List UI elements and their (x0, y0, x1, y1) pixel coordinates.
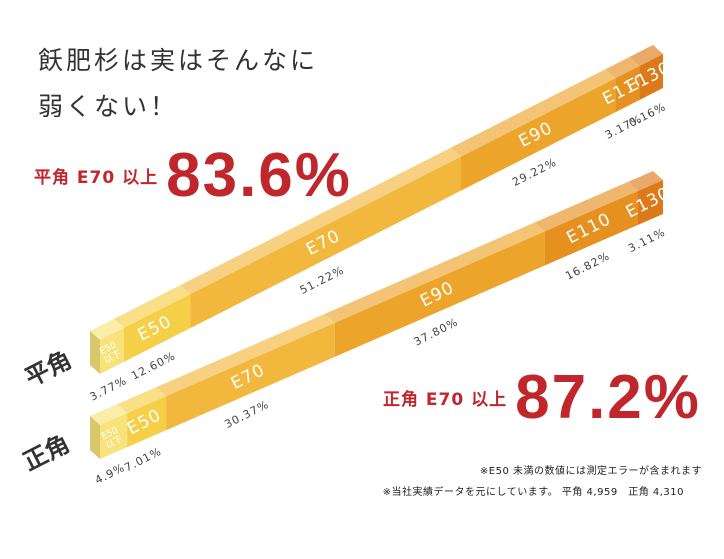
series-label-masa: 正角 (19, 430, 74, 477)
bar-endcap-left (90, 331, 100, 374)
value-label-E130: 3.11% (626, 225, 668, 255)
bar-segment-top-E110 (534, 181, 639, 232)
footnote-measurement-error: ※E50 未満の数値には測定エラーが含まれます (479, 466, 702, 477)
bar-segment-top-E110 (605, 57, 640, 79)
bar-segment-top-E50 (117, 387, 167, 414)
summary-hira-label: 平角 E70 以上 (34, 168, 159, 188)
value-label-E50以下: 3.77% (88, 374, 130, 404)
bar-segment-E90 (460, 78, 616, 191)
bar-segment-top-E70 (156, 313, 335, 397)
series-label-hira: 平角 (21, 346, 76, 393)
value-label-E70: 30.37% (223, 398, 272, 431)
summary-hira: 平角 E70 以上 83.6% (34, 140, 352, 211)
bar-segment-E50 (123, 294, 191, 362)
headline-line-2: 弱くない！ (38, 92, 179, 121)
summary-masa: 正角 E70 以上 87.2% (383, 362, 701, 433)
value-label-E90: 37.80% (412, 315, 461, 348)
bar-segment-E110 (544, 190, 639, 266)
bar-segment-E50以下 (100, 413, 128, 459)
bar-segment-E50以下 (100, 327, 124, 374)
summary-masa-value: 87.2% (515, 363, 701, 432)
bar-segment-top-E50以下 (90, 404, 128, 425)
bar-segment-E70 (166, 322, 335, 431)
headline: 飫肥杉は実はそんなに 弱くない！ (38, 38, 318, 130)
value-label-E130: 0.16% (627, 100, 669, 130)
bar-segment-top-E130 (628, 171, 663, 191)
bar-segment-E70 (190, 156, 461, 329)
bar-segment-E90 (334, 231, 545, 357)
footnote-data-source: ※当社実績データを元にしています。 平角 4,959 正角 4,310 (382, 487, 684, 498)
bar-segment-top-E90 (324, 222, 545, 323)
bar-segment-E110 (615, 66, 640, 113)
bar-segment-top-E50以下 (90, 318, 124, 340)
bar-segment-E130 (639, 54, 663, 101)
summary-hira-value: 83.6% (166, 141, 352, 210)
bar-endcap-left (90, 416, 100, 459)
bar-segment-top-E130 (629, 45, 663, 67)
bar-segment-top-E70 (180, 147, 461, 295)
bar-segment-E50 (127, 396, 167, 448)
headline-line-1: 飫肥杉は実はそんなに (38, 46, 319, 75)
value-label-E50: 7.01% (122, 445, 164, 475)
summary-masa-label: 正角 E70 以上 (383, 390, 508, 410)
value-label-E50以下: 4.9% (93, 461, 127, 487)
value-label-E110: 16.82% (563, 249, 612, 282)
bar-segment-top-E90 (450, 69, 616, 157)
bar-segment-top-E50 (113, 285, 191, 328)
bar-segment-E130 (638, 180, 663, 225)
